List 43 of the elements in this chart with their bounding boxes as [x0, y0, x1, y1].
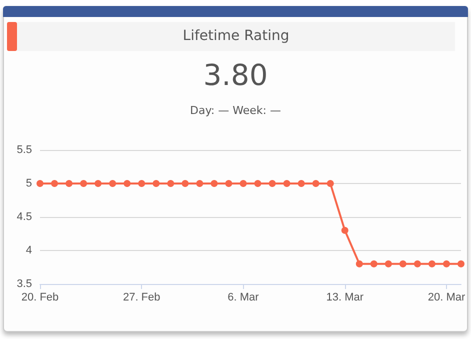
y-tick-label: 4	[26, 244, 32, 256]
y-tick-label: 5.5	[16, 144, 32, 156]
chart-title: Lifetime Rating	[17, 22, 455, 51]
point	[326, 180, 334, 187]
point	[210, 180, 218, 187]
y-tick-label: 4.5	[16, 211, 32, 223]
point	[458, 260, 464, 268]
point	[94, 180, 102, 187]
text: Day: — Week: —	[189, 104, 282, 117]
x-tick-label: 6. Mar	[228, 292, 260, 304]
point	[167, 180, 174, 187]
point	[298, 180, 305, 187]
point	[152, 180, 160, 187]
point	[268, 180, 276, 187]
point	[109, 180, 116, 187]
y-tick-label: 5	[26, 178, 32, 190]
point	[370, 260, 378, 268]
point	[356, 260, 363, 268]
point	[399, 260, 406, 268]
point	[196, 180, 204, 187]
point	[428, 260, 436, 268]
point	[341, 226, 348, 234]
point	[240, 180, 247, 187]
point	[414, 260, 421, 268]
point	[384, 260, 392, 268]
point	[225, 180, 232, 187]
point	[254, 180, 262, 187]
point	[138, 180, 146, 187]
x-tick-label: 27. Feb	[122, 292, 160, 304]
x-tick-label: 13. Mar	[326, 292, 364, 304]
x-tick-label: 20. Feb	[21, 292, 59, 304]
point	[80, 180, 88, 187]
y-tick-label: 3.5	[16, 278, 32, 290]
point	[51, 180, 58, 187]
x-tick-label: 20. Mar	[428, 292, 466, 304]
point	[124, 180, 131, 187]
point	[442, 260, 450, 268]
chart-subtitle: 3.80	[202, 58, 269, 92]
point	[283, 180, 290, 187]
point	[66, 180, 73, 187]
point	[182, 180, 189, 187]
point	[36, 180, 44, 187]
point	[312, 180, 320, 187]
